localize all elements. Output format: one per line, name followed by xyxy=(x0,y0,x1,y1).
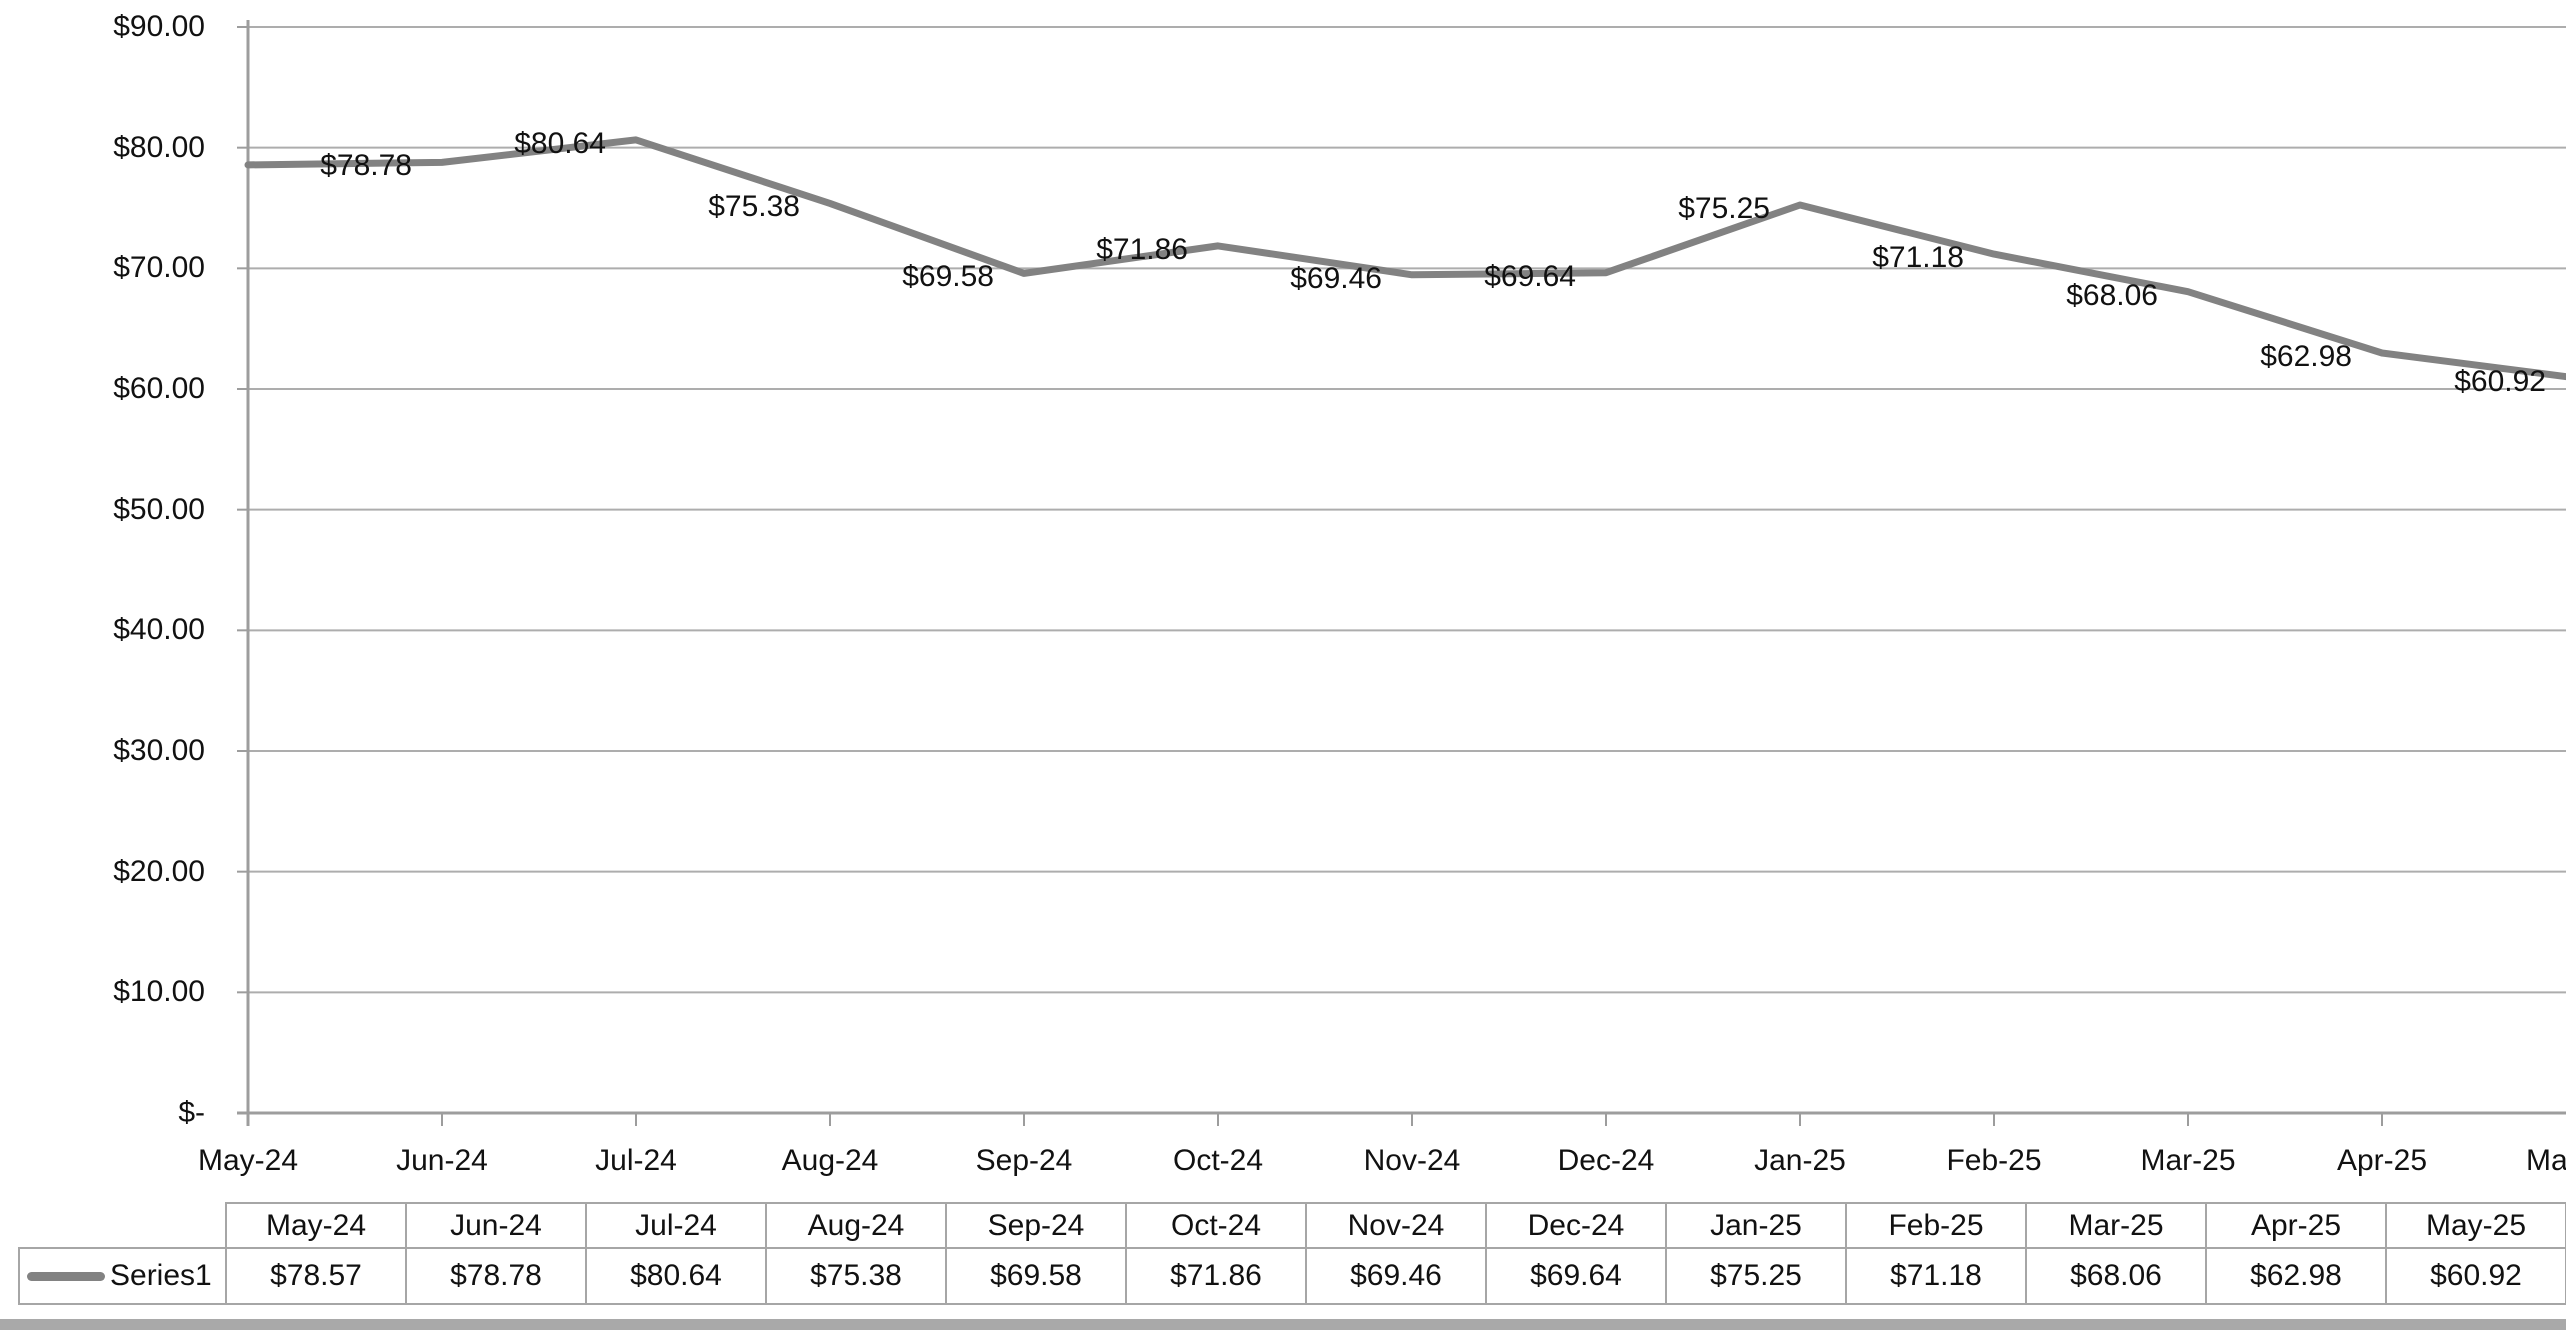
x-axis-category-label: Feb-25 xyxy=(1946,1144,2042,1177)
month-header-cell: Apr-25 xyxy=(2205,1202,2387,1249)
month-header-cell: Jan-25 xyxy=(1665,1202,1847,1249)
month-header-cell: Aug-24 xyxy=(765,1202,947,1249)
y-axis-tick-label: $40.00 xyxy=(113,613,205,647)
value-cell: $62.98 xyxy=(2205,1247,2387,1305)
data-label: $75.25 xyxy=(1678,191,1770,225)
month-header-cell: Dec-24 xyxy=(1485,1202,1667,1249)
month-header-cell: Feb-25 xyxy=(1845,1202,2027,1249)
x-axis-category-label: Aug-24 xyxy=(781,1144,879,1177)
y-axis-tick-label: $- xyxy=(178,1096,205,1129)
x-axis-category-label: Dec-24 xyxy=(1557,1144,1655,1177)
x-axis-category-label: Oct-24 xyxy=(1172,1144,1264,1177)
x-axis-category-label: Apr-25 xyxy=(2336,1144,2428,1177)
data-label: $69.46 xyxy=(1290,261,1382,295)
month-header-cell: Oct-24 xyxy=(1125,1202,1307,1249)
x-axis-category-label: May-24 xyxy=(197,1144,299,1177)
y-axis-tick-label: $70.00 xyxy=(113,251,205,285)
month-header-cell: Jun-24 xyxy=(405,1202,587,1249)
y-axis-tick-label: $80.00 xyxy=(113,130,205,164)
x-axis-category-label: Jul-24 xyxy=(595,1144,677,1177)
value-cell: $69.58 xyxy=(945,1247,1127,1305)
month-header-cell: May-25 xyxy=(2385,1202,2566,1249)
data-label: $80.64 xyxy=(514,126,606,160)
series1-line xyxy=(244,136,2566,381)
value-cell: $60.92 xyxy=(2385,1247,2566,1305)
value-cell: $80.64 xyxy=(585,1247,767,1305)
x-axis-category-label: Mar-25 xyxy=(2140,1144,2236,1177)
data-label: $60.92 xyxy=(2454,364,2546,398)
month-header-cell: Mar-25 xyxy=(2025,1202,2207,1249)
value-cell: $78.57 xyxy=(225,1247,407,1305)
data-label: $69.64 xyxy=(1484,259,1576,293)
legend-cell: Series1 xyxy=(18,1247,227,1305)
value-cell: $69.46 xyxy=(1305,1247,1487,1305)
value-cell: $71.18 xyxy=(1845,1247,2027,1305)
month-header-cell: Nov-24 xyxy=(1305,1202,1487,1249)
x-axis-category-label: May-25 xyxy=(2525,1144,2566,1177)
value-cell: $75.38 xyxy=(765,1247,947,1305)
month-header-cell: Sep-24 xyxy=(945,1202,1127,1249)
series1-legend-key-icon xyxy=(27,1271,105,1281)
value-cell: $71.86 xyxy=(1125,1247,1307,1305)
y-axis-tick-label: $60.00 xyxy=(113,371,205,405)
data-label: $69.58 xyxy=(902,260,994,294)
y-axis-tick-label: $50.00 xyxy=(113,492,205,526)
y-axis-tick-label: $20.00 xyxy=(113,854,205,888)
month-header-cell: May-24 xyxy=(225,1202,407,1249)
value-cell: $69.64 xyxy=(1485,1247,1667,1305)
data-label: $78.78 xyxy=(320,149,412,183)
x-axis-category-label: Jun-24 xyxy=(396,1144,488,1177)
y-axis-tick-label: $10.00 xyxy=(113,975,205,1009)
series-name-label: Series1 xyxy=(110,1259,212,1292)
y-axis-tick-label: $30.00 xyxy=(113,733,205,767)
gridlines xyxy=(248,25,2566,994)
x-axis-category-label: Sep-24 xyxy=(975,1144,1073,1177)
month-header-cell: Jul-24 xyxy=(585,1202,767,1249)
value-cell: $78.78 xyxy=(405,1247,587,1305)
value-cell: $75.25 xyxy=(1665,1247,1847,1305)
axis-tick-marks xyxy=(237,25,2383,1126)
data-label: $71.18 xyxy=(1872,241,1964,275)
x-axis-category-label: Nov-24 xyxy=(1363,1144,1461,1177)
y-axis-tick-label: $90.00 xyxy=(113,9,205,43)
value-cell: $68.06 xyxy=(2025,1247,2207,1305)
data-label: $62.98 xyxy=(2260,340,2352,374)
data-label: $75.38 xyxy=(708,190,800,224)
x-axis-category-label: Jan-25 xyxy=(1754,1144,1846,1177)
data-label: $71.86 xyxy=(1096,232,1188,266)
bottom-divider-bar xyxy=(0,1319,2566,1330)
data-label: $68.06 xyxy=(2066,278,2158,312)
